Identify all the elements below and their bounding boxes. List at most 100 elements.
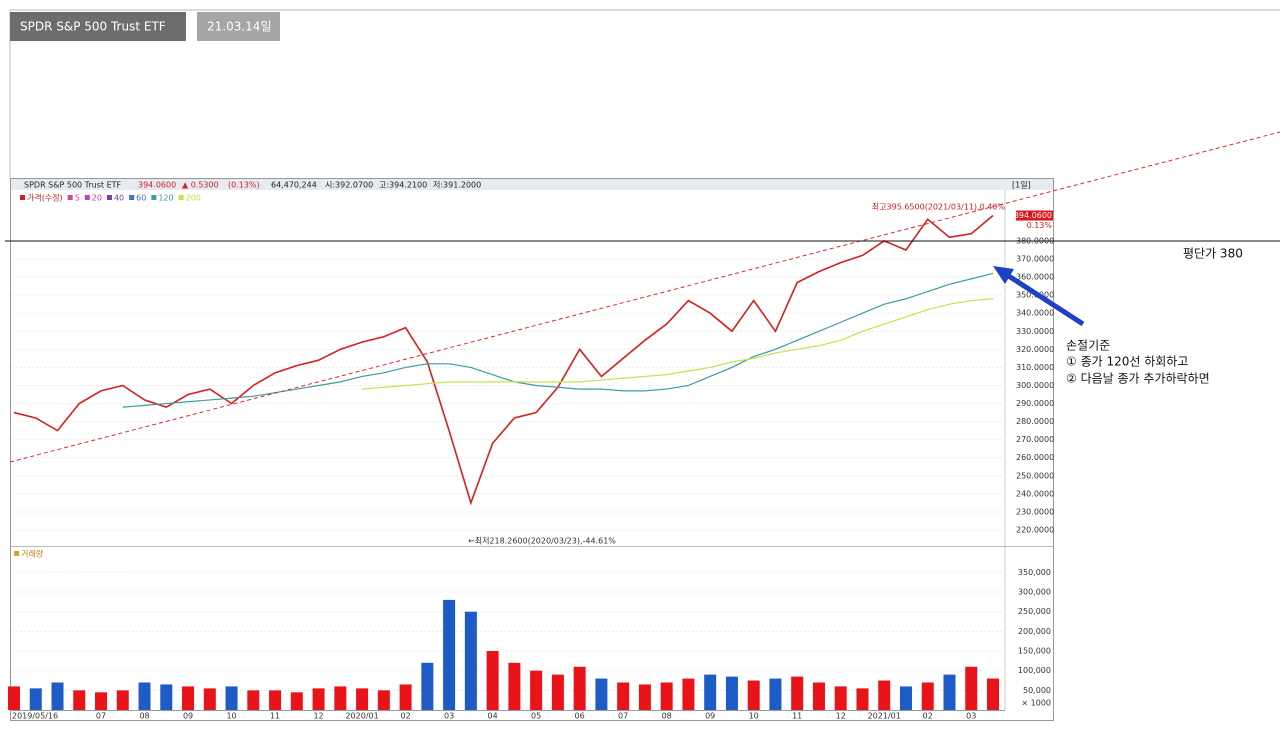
header-pct: (0.13%)	[228, 181, 260, 190]
volume-bar	[312, 688, 325, 710]
arrow-shaft	[1002, 270, 1085, 327]
tab-label[interactable]: 21.03.14일	[207, 20, 271, 34]
high-label: 최고395.6500(2021/03/11),0.40%	[872, 202, 1006, 212]
legend-swatch	[151, 195, 157, 200]
volume-bar	[704, 674, 717, 710]
volume-bar	[203, 688, 216, 710]
y-tick-label: 100,000	[1018, 666, 1051, 675]
y-tick-label: 300.0000	[1016, 381, 1054, 390]
volume-bar	[247, 690, 260, 710]
legend-label: 가격(수정)	[27, 193, 63, 203]
volume-bar	[899, 686, 912, 710]
header-period[interactable]: [1일]	[1012, 181, 1031, 190]
legend-label: 거래량	[21, 549, 44, 559]
volume-bar	[987, 678, 999, 710]
header-name: SPDR S&P 500 Trust ETF	[24, 181, 122, 190]
volume-bar	[399, 684, 412, 710]
volume-bar	[8, 686, 20, 710]
x-tick-label: 04	[488, 712, 498, 721]
avg-price-label: 평단가 380	[1183, 247, 1243, 261]
x-tick-label: 2020/01	[345, 712, 378, 721]
x-tick-label: 08	[662, 712, 672, 721]
legend-label: 60	[136, 194, 146, 203]
header-open: 시:392.0700	[325, 181, 373, 190]
header-price: 394.0600	[138, 181, 176, 190]
unit-label: × 1000	[1021, 699, 1051, 708]
x-tick-label: 09	[183, 712, 193, 721]
y-tick-label: 250.0000	[1016, 471, 1054, 480]
y-tick-label: 260.0000	[1016, 453, 1054, 462]
volume-bar	[530, 670, 543, 710]
volume-bar	[377, 690, 390, 710]
x-tick-label: 10	[749, 712, 759, 721]
volume-bar	[443, 599, 456, 710]
volume-bar	[551, 674, 564, 710]
x-tick-label: 03	[444, 712, 454, 721]
note-line: ② 다음날 종가 추가하락하면	[1066, 372, 1210, 386]
legend-label: 5	[75, 194, 80, 203]
legend-swatch	[67, 195, 73, 200]
last-price-box	[1016, 210, 1053, 221]
volume-bar	[921, 682, 934, 710]
volume-bar	[638, 684, 651, 710]
volume-bar	[725, 676, 738, 710]
arrow-head	[993, 266, 1014, 284]
x-tick-label: 07	[96, 712, 106, 721]
chart-window	[10, 178, 1054, 721]
header-change: ▲ 0.5300	[182, 181, 219, 190]
tab[interactable]	[197, 12, 280, 41]
volume-bar	[812, 682, 825, 710]
y-tick-label: 360.0000	[1016, 273, 1054, 282]
x-tick-label: 2021/01	[868, 712, 901, 721]
x-tick-label: 06	[575, 712, 585, 721]
y-tick-label: 230.0000	[1016, 507, 1054, 516]
volume-bar	[617, 682, 630, 710]
series-line	[122, 272, 994, 408]
legend-swatch	[84, 195, 90, 200]
note-title: 손절기준	[1066, 339, 1110, 353]
x-tick-label: 12	[313, 712, 323, 721]
volume-bar	[73, 690, 86, 710]
x-tick-label: 2019/05/16	[12, 712, 58, 721]
y-tick-label: 150,000	[1018, 647, 1051, 656]
note-line: ① 종가 120선 하회하고	[1066, 355, 1188, 369]
volume-bar	[116, 690, 129, 710]
series-line	[13, 214, 994, 506]
y-tick-label: 370.0000	[1016, 255, 1054, 264]
volume-bar	[747, 680, 760, 710]
last-price-label: 394.0600	[1014, 211, 1052, 220]
y-tick-label: 200,000	[1018, 627, 1051, 636]
volume-bar	[834, 686, 847, 710]
x-tick-label: 02	[401, 712, 411, 721]
y-tick-label: 320.0000	[1016, 345, 1054, 354]
x-tick-label: 05	[531, 712, 541, 721]
low-label: ←최저218.2600(2020/03/23),-44.61%	[468, 536, 616, 546]
volume-bar	[51, 682, 64, 710]
x-tick-label: 09	[705, 712, 715, 721]
header-high: 고:394.2100	[379, 181, 427, 190]
y-tick-label: 310.0000	[1016, 363, 1054, 372]
y-tick-label: 330.0000	[1016, 327, 1054, 336]
volume-bar	[943, 674, 956, 710]
volume-bar	[290, 692, 303, 710]
trend-line	[9, 131, 1280, 463]
volume-bar	[965, 666, 978, 710]
y-tick-label: 290.0000	[1016, 399, 1054, 408]
y-tick-label: 340.0000	[1016, 309, 1054, 318]
x-tick-label: 12	[836, 712, 846, 721]
legend-swatch	[14, 551, 19, 556]
volume-bar	[95, 692, 108, 710]
volume-bar	[791, 676, 804, 710]
volume-bar	[660, 682, 673, 710]
tab[interactable]	[10, 12, 186, 41]
tab-label[interactable]: SPDR S&P 500 Trust ETF	[20, 20, 166, 34]
y-tick-label: 240.0000	[1016, 489, 1054, 498]
volume-bar	[160, 684, 173, 710]
legend-swatch	[129, 195, 135, 200]
volume-bar	[182, 686, 195, 710]
volume-bar	[856, 688, 869, 710]
y-tick-label: 270.0000	[1016, 435, 1054, 444]
series-line	[362, 298, 994, 390]
volume-bar	[682, 678, 695, 710]
volume-bar	[878, 680, 891, 710]
